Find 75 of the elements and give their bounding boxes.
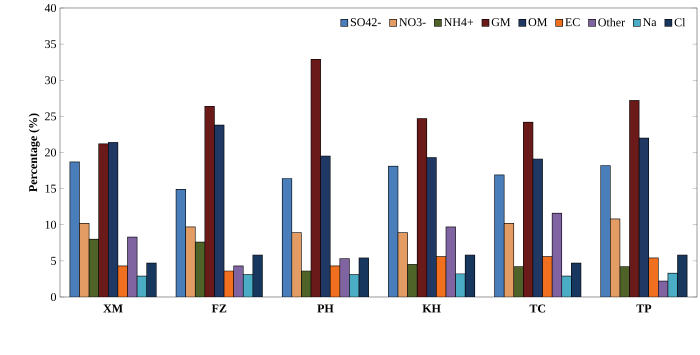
x-tick-label: PH	[317, 304, 334, 312]
bar	[629, 100, 640, 297]
y-tick-label: 0	[50, 292, 56, 302]
y-tick-label: 40	[44, 4, 56, 12]
bar	[416, 118, 428, 297]
x-tick-label: FZ	[212, 304, 226, 312]
legend-label: GM	[492, 18, 510, 26]
legend-label: NO3-	[399, 18, 426, 26]
bar	[330, 266, 340, 297]
bar	[224, 270, 234, 297]
bar	[677, 254, 688, 297]
bar	[398, 232, 408, 297]
bar	[185, 226, 196, 297]
x-tick-label: KH	[422, 304, 441, 312]
bar	[388, 166, 398, 297]
y-tick-label: 15	[46, 184, 56, 193]
y-tick-label: 20	[45, 148, 56, 157]
legend-label: SO42-	[350, 18, 381, 26]
bar	[340, 258, 350, 297]
bar	[446, 226, 456, 297]
y-axis-title: Percentage (%)	[28, 113, 40, 192]
legend-label: Other	[598, 18, 625, 26]
bar	[620, 266, 630, 297]
bar	[523, 122, 533, 297]
bar	[349, 274, 360, 297]
x-tick-label: TC	[530, 304, 546, 313]
x-tick-label: TP	[636, 304, 652, 312]
bar	[648, 258, 659, 297]
bar	[108, 142, 118, 297]
bar	[301, 270, 312, 297]
legend-label: EC	[565, 18, 580, 26]
bar	[242, 274, 254, 297]
bar	[504, 223, 514, 297]
legend-label: NH4+	[444, 18, 474, 26]
bar	[571, 263, 581, 297]
bar	[407, 264, 418, 297]
bar	[292, 232, 302, 297]
x-tick-label: XM	[103, 304, 123, 312]
legend-label: Na	[642, 18, 656, 26]
bar	[358, 258, 369, 297]
bar	[310, 58, 321, 297]
bar	[70, 162, 80, 297]
bar	[79, 223, 90, 297]
y-tick-label: 35	[45, 40, 56, 48]
bar	[610, 218, 620, 297]
bar	[252, 254, 263, 297]
bar	[552, 213, 562, 297]
bar	[638, 138, 650, 297]
bar	[136, 276, 147, 297]
bar	[494, 174, 504, 297]
bar	[514, 266, 524, 297]
y-tick-label: 10	[46, 220, 56, 229]
bar	[426, 157, 437, 297]
bar	[464, 254, 476, 297]
bar	[146, 262, 157, 297]
bar	[127, 236, 138, 297]
bar	[542, 256, 552, 297]
bar	[204, 106, 215, 297]
bar	[194, 242, 206, 297]
bar	[118, 266, 128, 297]
bar	[455, 274, 466, 297]
bar	[176, 189, 186, 297]
bar	[233, 266, 244, 297]
legend-label: OM	[528, 18, 548, 26]
bar	[282, 178, 292, 297]
bar	[668, 272, 678, 297]
bar	[88, 238, 99, 297]
y-tick-label: 25	[45, 112, 56, 120]
bar	[600, 165, 611, 297]
bar	[320, 156, 331, 297]
legend-label: Cl	[674, 18, 686, 26]
bar	[436, 256, 446, 297]
y-tick-label: 30	[45, 76, 56, 84]
y-tick-label: 5	[51, 256, 56, 265]
bar	[98, 144, 109, 297]
